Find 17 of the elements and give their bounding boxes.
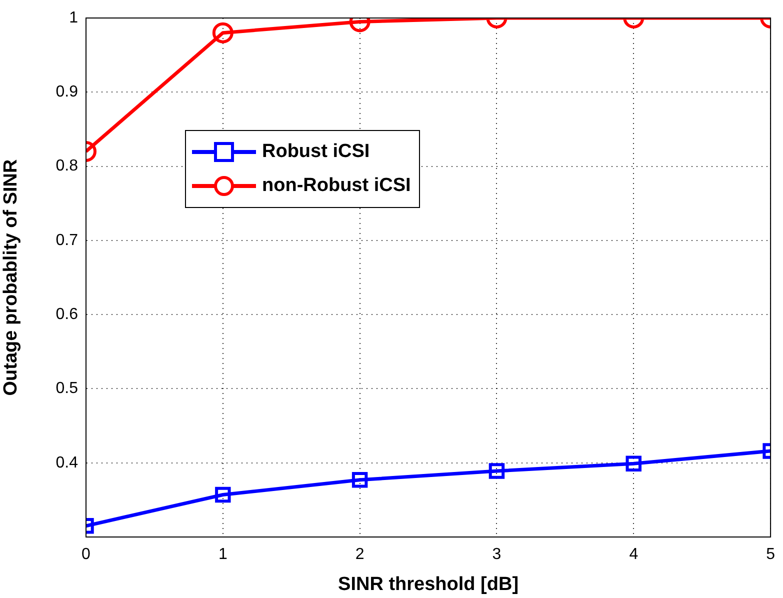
y-tick-label: 0.8 <box>56 158 78 175</box>
x-tick-label: 5 <box>766 546 776 564</box>
y-tick-label: 0.9 <box>56 84 78 101</box>
y-tick-label: 0.7 <box>56 232 78 249</box>
x-tick-label: 1 <box>218 546 228 564</box>
y-tick-label: 0.4 <box>56 454 78 472</box>
y-tick-label: 0.5 <box>56 380 78 398</box>
legend-label: non-Robust iCSI <box>262 175 411 197</box>
x-tick-label: 0 <box>82 546 91 564</box>
x-tick-label: 4 <box>629 546 638 564</box>
x-axis-title: SINR threshold [dB] <box>338 574 519 595</box>
x-tick-label: 2 <box>355 546 364 564</box>
x-tick-label: 3 <box>492 546 502 564</box>
legend-label: Robust iCSI <box>262 141 370 163</box>
y-tick-label: 1 <box>69 9 78 26</box>
y-tick-label: 0.6 <box>56 306 78 323</box>
y-axis-title: Outage probablity of SINR <box>0 158 22 396</box>
